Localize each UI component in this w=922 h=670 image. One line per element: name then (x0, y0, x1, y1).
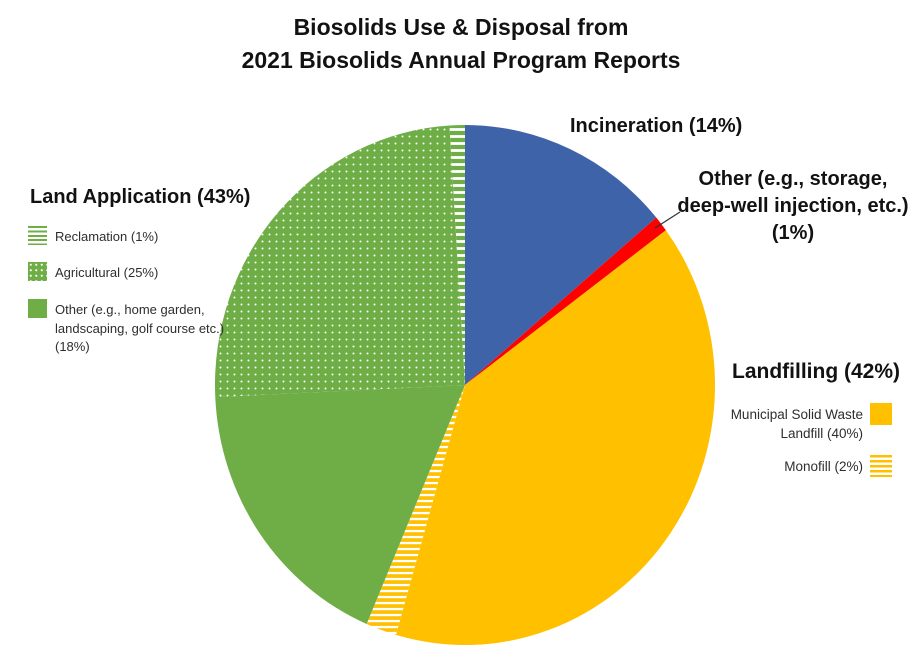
pie-slice-incineration (465, 125, 657, 385)
heading-landfilling: Landfilling (42%) (732, 360, 900, 383)
pie-slice-agricultural (214, 125, 465, 398)
monofill-swatch-icon (870, 455, 892, 477)
msw-landfill-swatch-icon (870, 403, 892, 425)
heading-land-application: Land Application (43%) (30, 186, 251, 208)
legend-item-msw-landfill: Municipal Solid Waste Landfill (40%) (698, 403, 892, 443)
legend-item-reclamation: Reclamation (1%) (28, 226, 158, 247)
label-other-line3: (1%) (771, 222, 815, 244)
reclamation-swatch-icon (28, 226, 47, 245)
other-slice-leader-line (654, 211, 681, 229)
label-other-line2: deep-well injection, etc.) (677, 195, 909, 217)
label-other-line1: Other (e.g., storage, (698, 168, 888, 190)
legend-item-label: Reclamation (1%) (55, 229, 159, 244)
chart-title: Biosolids Use & Disposal from 2021 Bioso… (241, 14, 681, 73)
legend-item-label: Agricultural (25%) (55, 265, 159, 280)
legend-item-monofill: Monofill (2%) (698, 455, 892, 477)
other-land-application-swatch-icon (28, 299, 47, 318)
pie-slice-monofill (366, 385, 465, 635)
pie-slice-municipal-solid-waste-landfill (395, 230, 715, 646)
legend-item-agricultural: Agricultural (25%) (28, 262, 158, 283)
pie-slice-reclamation (449, 124, 465, 385)
agricultural-swatch-icon (28, 262, 47, 281)
pie-slice-other-e-g-storage-deep-well-injection-et (465, 217, 666, 385)
label-other-disposal: Other (e.g., storage, deep-well injectio… (668, 166, 918, 247)
legend-item-label: Municipal Solid Waste Landfill (40%) (730, 407, 863, 441)
legend-item-label: Monofill (2%) (784, 459, 863, 474)
legend-item-other-land-application: Other (e.g., home garden, landscaping, g… (28, 299, 229, 357)
label-incineration: Incineration (14%) (570, 115, 743, 137)
legend-item-label: Other (e.g., home garden, landscaping, g… (55, 302, 225, 354)
pie-slice-other-e-g-home-garden-landscaping-golf-c (215, 385, 465, 625)
